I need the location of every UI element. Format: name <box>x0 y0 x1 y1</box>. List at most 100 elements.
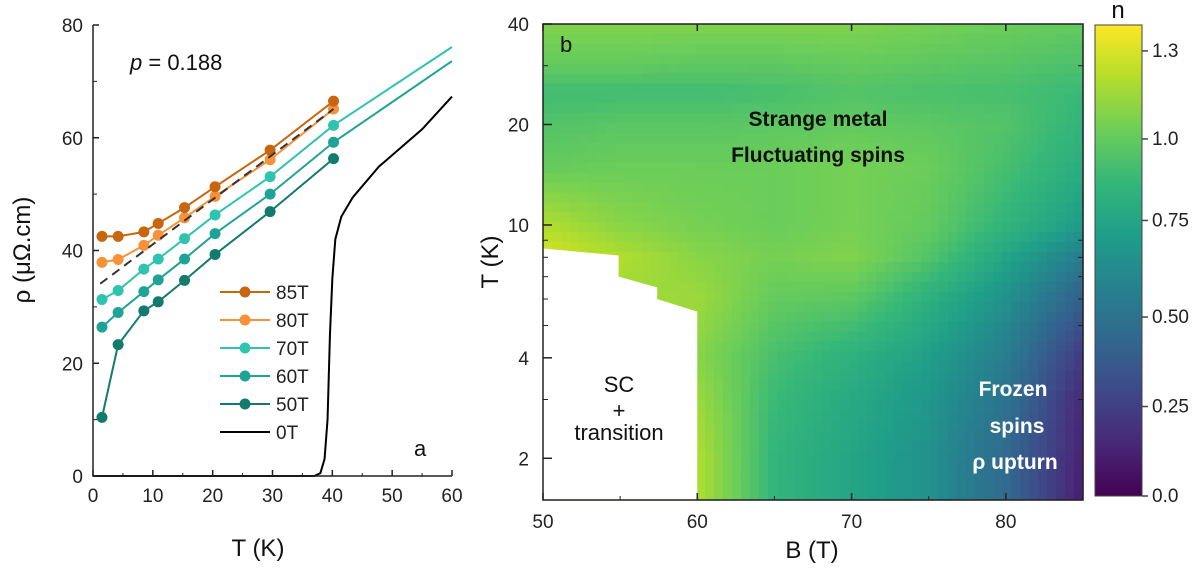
heatmap-cell <box>606 162 616 174</box>
heatmap-cell <box>1074 351 1084 362</box>
heatmap-cell <box>912 262 922 273</box>
heatmap-cell <box>750 202 760 214</box>
heatmap-cell <box>921 420 931 432</box>
heatmap-cell <box>696 341 706 352</box>
heatmap-cell <box>831 53 841 65</box>
heatmap-cell <box>552 83 562 95</box>
heatmap-cell <box>606 53 616 65</box>
legend-label: 60T <box>276 367 309 388</box>
heatmap-cell <box>777 33 787 45</box>
heatmap-cell <box>840 133 850 144</box>
heatmap-cell <box>714 93 724 104</box>
heatmap-cell <box>759 351 769 362</box>
heatmap-cell <box>831 93 841 104</box>
heatmap-cell <box>705 242 715 253</box>
heatmap-cell <box>1011 470 1021 481</box>
heatmap-cell <box>552 103 562 114</box>
heatmap-cell <box>561 133 571 144</box>
heatmap-cell <box>795 262 805 273</box>
heatmap-cell <box>543 162 553 174</box>
heatmap-cell <box>957 212 967 223</box>
heatmap-cell <box>840 182 850 194</box>
heatmap-cell <box>615 113 625 124</box>
heatmap-cell <box>768 371 778 382</box>
heatmap-cell <box>876 232 886 243</box>
heatmap-cell <box>912 351 922 362</box>
heatmap-cell <box>633 202 643 214</box>
heatmap-cell <box>651 73 661 85</box>
heatmap-cell <box>903 24 913 35</box>
heatmap-cell <box>957 420 967 432</box>
heatmap-cell <box>561 212 571 223</box>
heatmap-cell <box>633 83 643 95</box>
heatmap-cell <box>678 113 688 124</box>
heatmap-cell <box>966 361 976 372</box>
heatmap-cell <box>822 232 832 243</box>
heatmap-cell <box>840 371 850 382</box>
axis-lines <box>92 25 452 477</box>
heatmap-cell <box>660 162 670 174</box>
heatmap-cell <box>1011 113 1021 124</box>
heatmap-cell <box>714 73 724 85</box>
legend-marker-50T <box>239 398 251 410</box>
heatmap-cell <box>876 212 886 223</box>
heatmap-cell <box>867 430 877 442</box>
heatmap-cell <box>822 400 832 412</box>
heatmap-cell <box>777 321 787 333</box>
heatmap-cell <box>579 222 589 233</box>
heatmap <box>543 24 1084 501</box>
heatmap-cell <box>948 400 958 412</box>
heatmap-cell <box>957 152 967 164</box>
heatmap-cell <box>750 222 760 233</box>
heatmap-cell <box>1065 460 1075 471</box>
heatmap-cell <box>813 182 823 194</box>
heatmap-cell <box>867 103 877 114</box>
heatmap-cell <box>597 43 607 55</box>
heatmap-cell <box>678 232 688 243</box>
heatmap-cell <box>912 361 922 372</box>
legend-marker-85T <box>239 286 251 298</box>
heatmap-cell <box>1020 400 1030 412</box>
heatmap-cell <box>948 252 958 263</box>
heatmap-cell <box>1047 113 1057 124</box>
heatmap-cell <box>930 301 940 313</box>
heatmap-cell <box>957 381 967 392</box>
heatmap-cell <box>1038 281 1048 293</box>
heatmap-cell <box>921 232 931 243</box>
heatmap-cell <box>768 410 778 422</box>
heatmap-cell <box>1074 182 1084 194</box>
heatmap-cell <box>831 341 841 352</box>
heatmap-cell <box>777 450 787 461</box>
heatmap-cell <box>1074 262 1084 273</box>
heatmap-cell <box>822 271 832 283</box>
heatmap-cell <box>1074 400 1084 412</box>
heatmap-cell <box>768 271 778 283</box>
heatmap-cell <box>1029 43 1039 55</box>
data-point-80T <box>96 256 108 268</box>
heatmap-cell <box>714 460 724 471</box>
heatmap-cell <box>831 43 841 55</box>
heatmap-cell <box>678 73 688 85</box>
heatmap-cell <box>1029 291 1039 303</box>
heatmap-cell <box>831 361 841 372</box>
heatmap-cell <box>732 53 742 65</box>
data-point-50T <box>264 206 276 218</box>
heatmap-cell <box>903 192 913 204</box>
heatmap-cell <box>849 143 859 154</box>
heatmap-cell <box>642 192 652 204</box>
heatmap-cell <box>777 390 787 402</box>
heatmap-cell <box>795 43 805 55</box>
heatmap-cell <box>939 103 949 114</box>
heatmap-cell <box>678 123 688 134</box>
heatmap-cell <box>732 143 742 154</box>
heatmap-cell <box>651 133 661 144</box>
heatmap-cell <box>669 133 679 144</box>
heatmap-cell <box>714 232 724 243</box>
heatmap-cell <box>714 252 724 263</box>
heatmap-cell <box>813 281 823 293</box>
heatmap-cell <box>750 341 760 352</box>
heatmap-cell <box>1011 192 1021 204</box>
heatmap-cell <box>579 202 589 214</box>
heatmap-cell <box>984 53 994 65</box>
heatmap-cell <box>759 63 769 75</box>
